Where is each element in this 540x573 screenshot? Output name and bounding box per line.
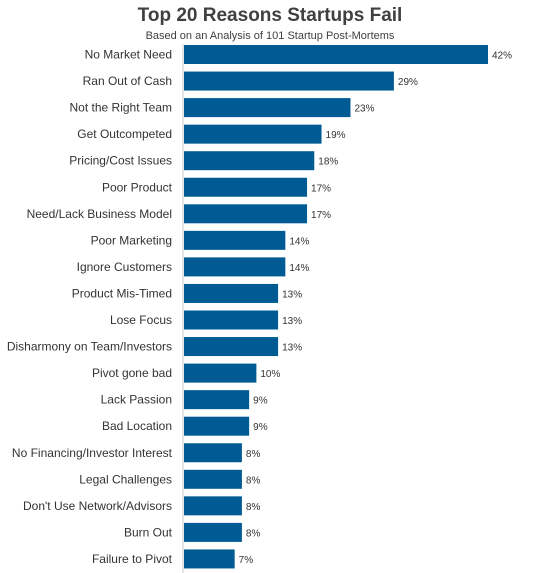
category-label: Bad Location (102, 419, 172, 433)
bar (184, 283, 279, 303)
category-label: Need/Lack Business Model (27, 207, 172, 221)
value-label: 29% (398, 77, 418, 88)
bar (184, 469, 242, 489)
value-label: 9% (253, 396, 268, 407)
bar (184, 71, 394, 91)
category-label: Don't Use Network/Advisors (23, 499, 172, 513)
bar (184, 337, 279, 357)
bar (184, 124, 322, 144)
bar (184, 230, 286, 250)
value-label: 8% (246, 475, 261, 486)
category-label: Poor Product (102, 180, 173, 194)
category-label: No Market Need (85, 48, 172, 62)
value-label: 13% (282, 343, 302, 354)
category-label: Product Mis-Timed (72, 286, 172, 300)
bar (184, 416, 250, 436)
value-label: 8% (246, 502, 261, 513)
category-label: Failure to Pivot (92, 552, 173, 566)
bar (184, 522, 242, 542)
bar (184, 310, 279, 330)
value-label: 8% (246, 528, 261, 539)
category-label: Ignore Customers (77, 260, 172, 274)
value-label: 13% (282, 316, 302, 327)
bar (184, 443, 242, 463)
value-label: 7% (239, 555, 254, 566)
value-label: 14% (289, 236, 309, 247)
category-label: Ran Out of Cash (83, 74, 172, 88)
bar (184, 98, 351, 118)
bar (184, 549, 235, 569)
category-label: Disharmony on Team/Investors (7, 340, 172, 354)
category-label: Pivot gone bad (92, 366, 172, 380)
value-label: 9% (253, 422, 268, 433)
category-label: Burn Out (124, 525, 173, 539)
value-label: 8% (246, 449, 261, 460)
bar (184, 45, 488, 64)
value-label: 17% (311, 210, 331, 221)
value-label: 13% (282, 289, 302, 300)
value-label: 42% (492, 51, 512, 62)
category-label: Get Outcompeted (77, 127, 172, 141)
bar (184, 257, 286, 277)
category-label: Lack Passion (101, 393, 172, 407)
bar (184, 390, 250, 410)
category-label: Legal Challenges (79, 472, 172, 486)
bar (184, 496, 242, 516)
category-label: Poor Marketing (91, 233, 172, 247)
bar (184, 151, 315, 171)
category-label: Pricing/Cost Issues (69, 154, 172, 168)
value-label: 23% (354, 104, 374, 115)
value-label: 17% (311, 183, 331, 194)
value-label: 14% (289, 263, 309, 274)
bar (184, 204, 308, 224)
value-label: 18% (318, 157, 338, 168)
category-label: No Financing/Investor Interest (12, 446, 173, 460)
bar (184, 177, 308, 197)
value-label: 19% (326, 130, 346, 141)
chart-title: Top 20 Reasons Startups Fail (137, 5, 403, 26)
bar (184, 363, 257, 383)
category-label: Lose Focus (110, 313, 172, 327)
value-label: 10% (260, 369, 280, 380)
category-label: Not the Right Team (70, 101, 173, 115)
chart-subtitle: Based on an Analysis of 101 Startup Post… (145, 30, 395, 42)
